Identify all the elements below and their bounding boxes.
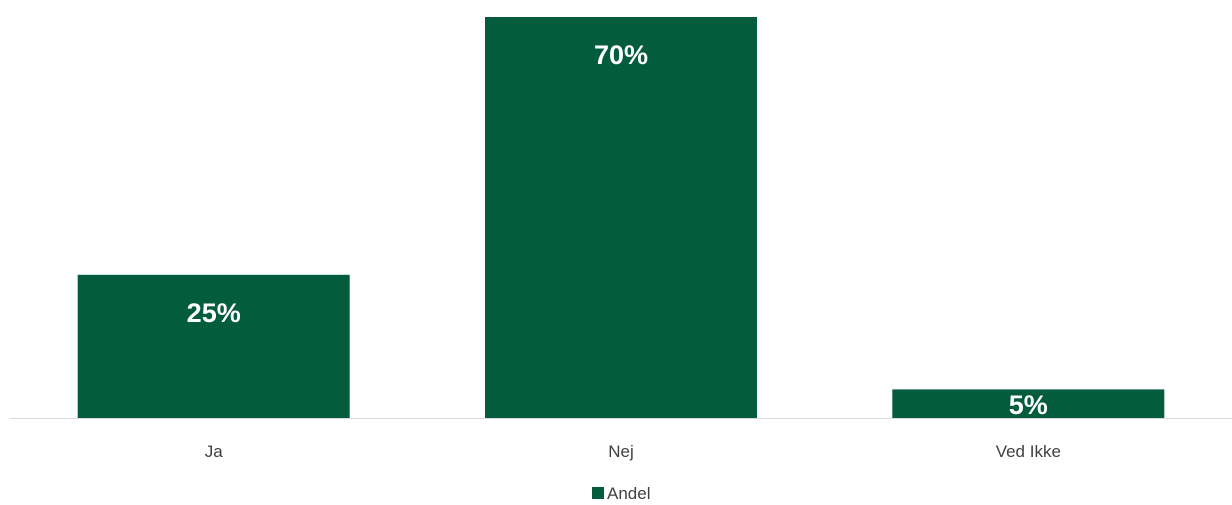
category-labels: Ja Nej Ved Ikke	[205, 442, 1061, 461]
legend: Andel	[592, 484, 650, 503]
category-label-nej: Nej	[608, 442, 634, 461]
category-label-ja: Ja	[205, 442, 224, 461]
bar-ja	[77, 274, 350, 418]
category-label-ved-ikke: Ved Ikke	[996, 442, 1061, 461]
bars-group: 25% 70% 5%	[77, 17, 1165, 420]
legend-swatch	[592, 487, 604, 499]
data-label-ja: 25%	[187, 298, 241, 328]
bar-ved-ikke	[892, 389, 1165, 418]
data-label-nej: 70%	[594, 40, 648, 70]
bar-nej	[485, 17, 757, 418]
data-label-ved-ikke: 5%	[1009, 390, 1048, 420]
legend-label: Andel	[607, 484, 650, 503]
